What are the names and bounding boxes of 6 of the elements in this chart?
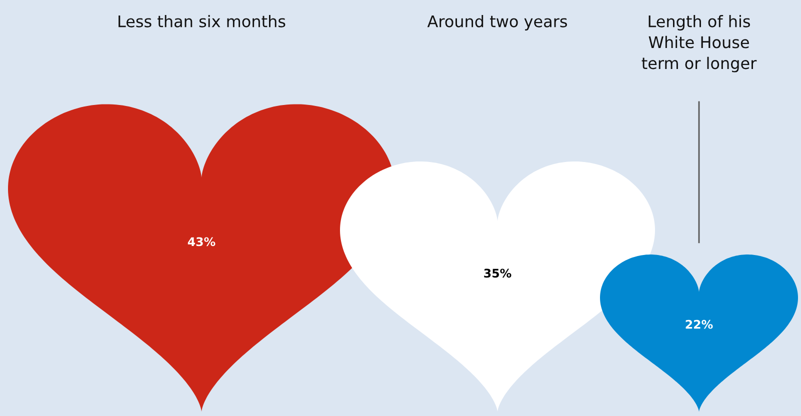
data-label: 35% — [484, 268, 512, 278]
category-label: Around two years — [427, 15, 567, 30]
category-label: Length of his White House term or longer — [642, 15, 757, 72]
data-label: 22% — [686, 320, 713, 329]
category-label: Less than six months — [118, 15, 286, 28]
data-label: 43% — [188, 237, 216, 246]
